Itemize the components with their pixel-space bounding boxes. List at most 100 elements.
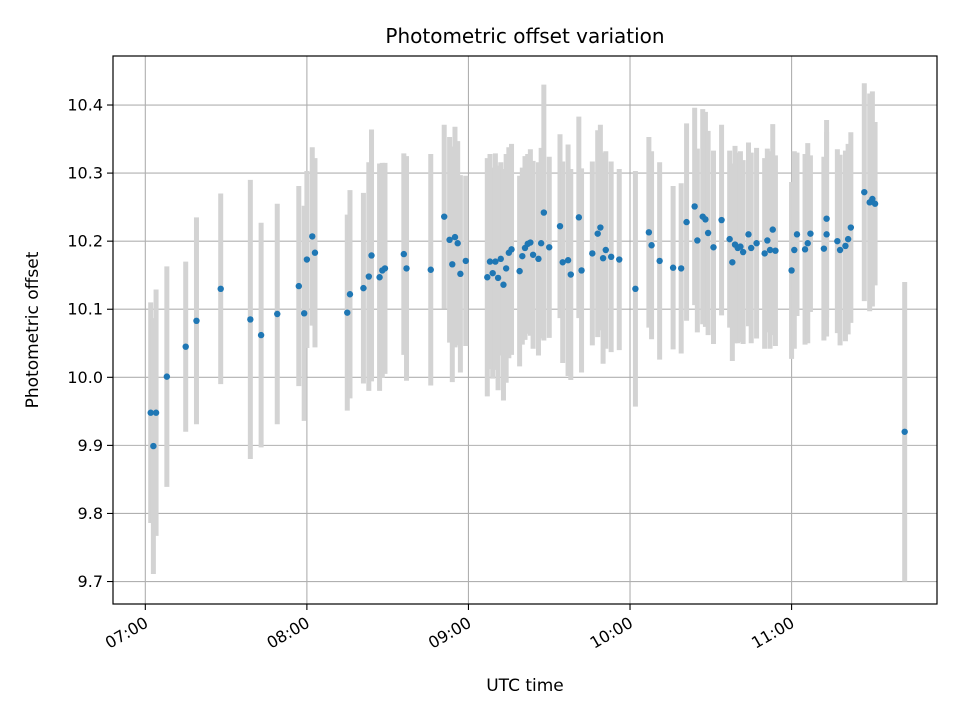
data-point	[427, 266, 434, 273]
data-point	[729, 259, 736, 266]
data-point	[540, 209, 548, 216]
data-point	[462, 257, 469, 265]
data-point	[150, 442, 157, 450]
data-point	[535, 255, 542, 263]
data-point	[403, 265, 410, 272]
x-axis-ticks: 07:00 08:00 09:00 10:00 11:00	[102, 604, 798, 653]
data-point	[556, 222, 564, 230]
data-point	[564, 257, 572, 264]
y-tick-label: 9.9	[78, 436, 103, 455]
data-point	[801, 246, 809, 253]
data-points	[147, 188, 908, 450]
x-tick-label: 07:00	[102, 613, 151, 653]
data-point	[901, 428, 908, 435]
data-point	[761, 250, 768, 257]
data-point	[844, 235, 852, 243]
data-point	[669, 264, 677, 271]
x-axis-label: UTC time	[486, 676, 564, 696]
data-point	[274, 310, 281, 318]
data-point	[376, 274, 383, 281]
data-point	[454, 240, 461, 247]
data-point	[311, 249, 319, 256]
data-point	[368, 252, 375, 259]
data-point	[300, 310, 308, 317]
data-point	[820, 245, 828, 252]
y-tick-label: 10.4	[67, 96, 103, 115]
data-point	[645, 229, 653, 236]
data-point	[737, 243, 744, 250]
data-point	[747, 244, 755, 252]
data-point	[400, 250, 408, 258]
data-point	[152, 409, 160, 416]
y-tick-label: 9.8	[78, 504, 103, 523]
data-point	[441, 213, 448, 220]
data-point	[597, 224, 604, 231]
y-tick-label: 10.3	[67, 164, 103, 183]
data-point	[599, 254, 607, 262]
data-point	[694, 237, 701, 244]
data-point	[804, 240, 811, 247]
plot-frame	[112, 55, 938, 605]
data-point	[871, 200, 879, 207]
data-point	[589, 250, 596, 257]
data-point	[745, 231, 752, 238]
data-point	[807, 230, 814, 237]
data-point	[834, 237, 841, 245]
chart-title: Photometric offset variation	[385, 24, 664, 48]
data-point	[869, 195, 876, 203]
data-point	[683, 218, 690, 226]
data-point	[449, 261, 456, 268]
data-point	[508, 246, 515, 253]
y-tick-label: 9.7	[78, 572, 103, 591]
data-point	[764, 237, 771, 244]
data-point	[648, 242, 655, 249]
data-point	[537, 240, 545, 247]
data-point	[484, 274, 491, 281]
data-point	[791, 246, 798, 254]
data-point	[147, 409, 154, 416]
data-point	[182, 343, 189, 350]
data-point	[381, 265, 389, 272]
data-point	[193, 317, 200, 325]
y-axis-ticks: 9.7 9.8 9.9 10.0 10.1 10.2 10.3 10.4	[67, 96, 113, 591]
data-point	[766, 246, 774, 254]
data-point	[295, 282, 303, 290]
data-point	[502, 265, 510, 272]
x-tick-label: 11:00	[748, 613, 797, 653]
data-point	[303, 256, 311, 263]
data-point	[842, 242, 849, 250]
data-point	[823, 231, 830, 238]
data-point	[594, 230, 601, 237]
data-point	[718, 216, 725, 224]
data-point	[823, 215, 830, 222]
data-point	[217, 285, 224, 293]
x-tick-label: 09:00	[425, 613, 474, 653]
data-point	[769, 226, 776, 233]
data-point	[836, 246, 844, 254]
data-point	[739, 248, 747, 256]
data-point	[726, 235, 733, 243]
data-point	[677, 265, 685, 272]
data-point	[607, 253, 615, 261]
data-point	[309, 233, 316, 240]
y-axis-label: Photometric offset	[23, 251, 43, 408]
data-point	[457, 270, 464, 278]
data-point	[247, 316, 254, 323]
x-tick-label: 08:00	[263, 613, 312, 653]
data-point	[704, 229, 712, 237]
data-point	[546, 244, 553, 251]
data-point	[632, 285, 639, 293]
data-point	[257, 331, 265, 339]
data-point	[492, 258, 499, 265]
data-point	[494, 274, 502, 282]
data-point	[500, 281, 507, 288]
data-point	[163, 373, 171, 380]
data-point	[451, 233, 459, 241]
data-point	[847, 224, 855, 231]
data-point	[753, 240, 760, 247]
data-point	[602, 246, 609, 254]
y-tick-label: 10.1	[67, 300, 103, 319]
data-point	[793, 231, 801, 238]
data-point	[360, 284, 367, 292]
y-tick-label: 10.2	[67, 232, 103, 251]
